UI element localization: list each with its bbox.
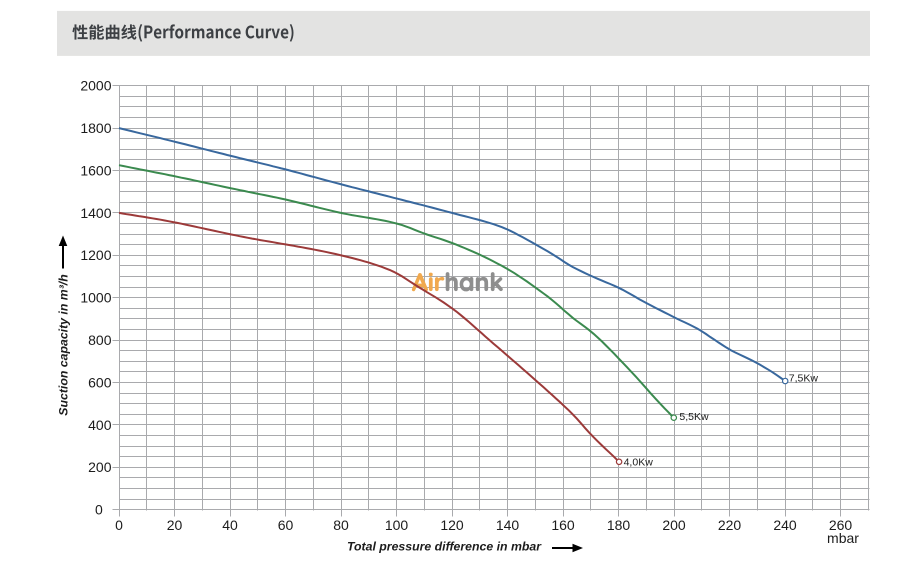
svg-text:400: 400 — [88, 417, 112, 433]
svg-text:260: 260 — [829, 517, 853, 533]
svg-text:2000: 2000 — [80, 78, 111, 94]
svg-text:1200: 1200 — [80, 247, 111, 263]
svg-text:40: 40 — [222, 517, 238, 533]
svg-text:1000: 1000 — [80, 290, 111, 306]
svg-text:200: 200 — [88, 459, 112, 475]
svg-text:4,0Kw: 4,0Kw — [624, 456, 654, 468]
svg-text:0: 0 — [95, 502, 103, 518]
svg-text:5,5Kw: 5,5Kw — [679, 411, 709, 423]
svg-text:160: 160 — [551, 517, 575, 533]
svg-text:100: 100 — [385, 517, 409, 533]
svg-text:20: 20 — [167, 517, 183, 533]
svg-text:220: 220 — [718, 517, 742, 533]
svg-text:Total pressure difference in m: Total pressure difference in mbar — [347, 540, 542, 554]
svg-text:140: 140 — [496, 517, 520, 533]
svg-text:600: 600 — [88, 374, 112, 390]
svg-text:7,5Kw: 7,5Kw — [789, 372, 819, 384]
svg-text:Suction capacity in m³/h: Suction capacity in m³/h — [57, 274, 71, 415]
svg-text:180: 180 — [607, 517, 631, 533]
svg-text:120: 120 — [440, 517, 464, 533]
svg-text:60: 60 — [278, 517, 294, 533]
svg-text:mbar: mbar — [827, 530, 859, 546]
svg-text:1400: 1400 — [80, 205, 111, 221]
svg-text:800: 800 — [88, 332, 112, 348]
svg-text:240: 240 — [773, 517, 797, 533]
svg-text:1600: 1600 — [80, 162, 111, 178]
svg-text:80: 80 — [333, 517, 349, 533]
svg-text:0: 0 — [115, 517, 123, 533]
svg-text:1800: 1800 — [80, 120, 111, 136]
svg-text:200: 200 — [662, 517, 686, 533]
